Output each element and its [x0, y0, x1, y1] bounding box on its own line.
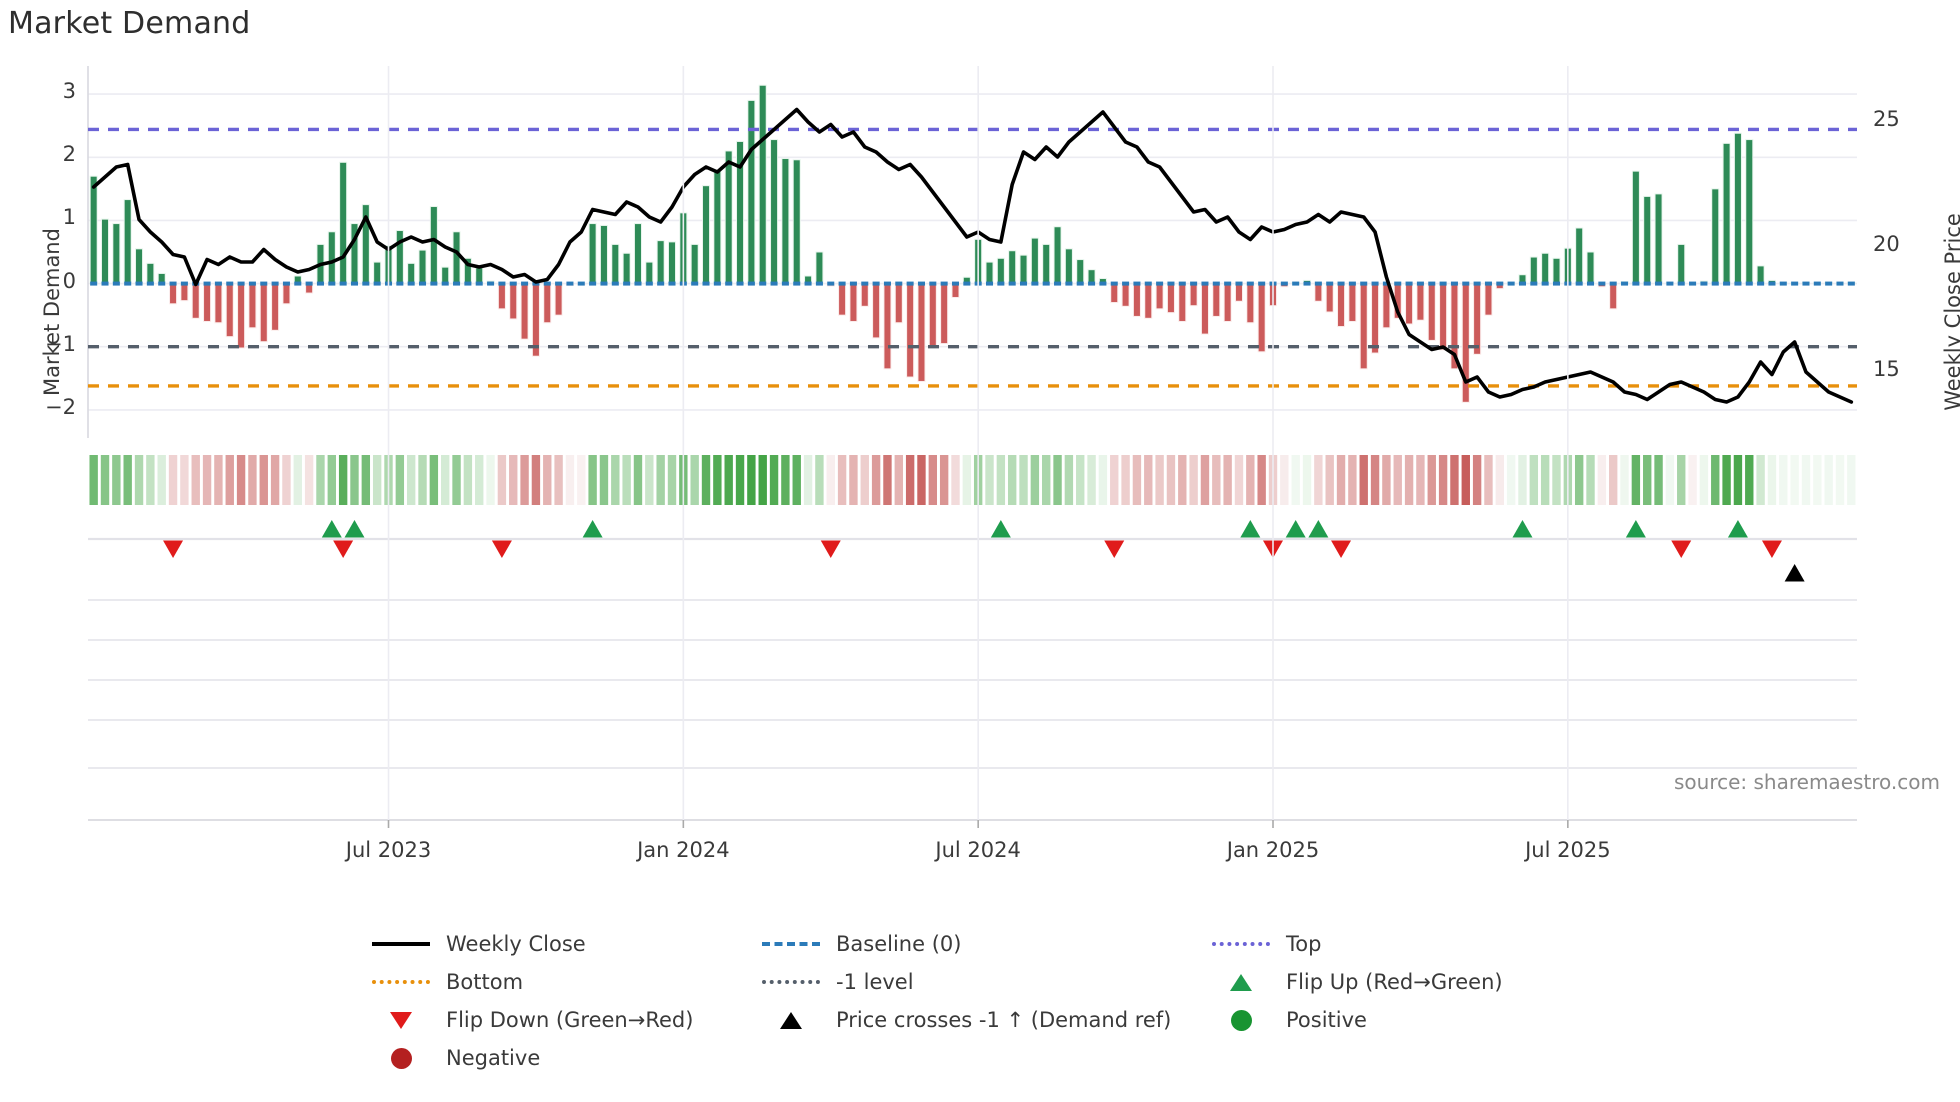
- legend-label: Top: [1286, 932, 1322, 956]
- legend-label: Flip Down (Green→Red): [446, 1008, 694, 1032]
- legend-item[interactable]: Weekly Close: [370, 932, 760, 956]
- legend-item[interactable]: Price crosses -1 ↑ (Demand ref): [760, 1008, 1210, 1032]
- x-axis-tick: Jul 2024: [935, 838, 1021, 862]
- legend-item[interactable]: Top: [1210, 932, 1600, 956]
- triangle-up-icon: [1210, 970, 1272, 994]
- legend-label: Positive: [1286, 1008, 1367, 1032]
- flip-up-marker: [1240, 520, 1261, 538]
- dashed-line-swatch-icon: [760, 932, 822, 956]
- legend-label: -1 level: [836, 970, 914, 994]
- y-axis-right-tick: 15: [1873, 357, 1900, 381]
- price-cross-marker: [1784, 564, 1805, 582]
- legend-item[interactable]: Flip Up (Red→Green): [1210, 970, 1600, 994]
- x-axis-tick: Jul 2025: [1525, 838, 1611, 862]
- circle-marker-icon: [370, 1046, 432, 1070]
- legend-label: Price crosses -1 ↑ (Demand ref): [836, 1008, 1172, 1032]
- legend-label: Bottom: [446, 970, 524, 994]
- legend-item[interactable]: Flip Down (Green→Red): [370, 1008, 760, 1032]
- legend-label: Baseline (0): [836, 932, 962, 956]
- y-axis-left-tick: 2: [62, 142, 76, 167]
- triangle-down-icon: [370, 1008, 432, 1032]
- legend-item[interactable]: Baseline (0): [760, 932, 1210, 956]
- flip-up-marker: [1512, 520, 1533, 538]
- y-axis-left-tick: 3: [62, 79, 76, 104]
- y-axis-right-tick: 25: [1873, 107, 1900, 131]
- y-axis-left-tick: 1: [62, 205, 76, 230]
- legend-item[interactable]: Positive: [1210, 1008, 1600, 1032]
- flip-down-marker: [333, 540, 354, 558]
- flip-up-marker: [344, 520, 365, 538]
- dotted-line-swatch-icon: [1210, 932, 1272, 956]
- flip-down-marker: [163, 540, 184, 558]
- legend-item[interactable]: Negative: [370, 1046, 760, 1070]
- y-axis-left-tick: −2: [45, 394, 76, 419]
- legend-label: Weekly Close: [446, 932, 586, 956]
- flip-down-marker: [1761, 540, 1782, 558]
- circle-marker-icon: [1210, 1008, 1272, 1032]
- legend-item[interactable]: -1 level: [760, 970, 1210, 994]
- flip-up-marker: [321, 520, 342, 538]
- flip-up-marker: [1727, 520, 1748, 538]
- triangle-up-icon: [760, 1008, 822, 1032]
- flip-down-marker: [491, 540, 512, 558]
- dotted-line-swatch-icon: [370, 970, 432, 994]
- y-axis-left-tick: 0: [62, 268, 76, 293]
- dotted-line-swatch-icon: [760, 970, 822, 994]
- legend-label: Negative: [446, 1046, 541, 1070]
- line-swatch-icon: [370, 932, 432, 956]
- flip-down-marker: [1331, 540, 1352, 558]
- source-annotation: source: sharemaestro.com: [1674, 770, 1940, 794]
- flip-down-marker: [1671, 540, 1692, 558]
- chart-legend: Weekly Close Baseline (0) Top Bottom -1 leve…: [370, 925, 1600, 1077]
- x-axis-tick: Jul 2023: [345, 838, 432, 862]
- flip-down-marker: [1104, 540, 1125, 558]
- flip-up-marker: [990, 520, 1011, 538]
- flip-up-marker: [1625, 520, 1646, 538]
- legend-label: Flip Up (Red→Green): [1286, 970, 1503, 994]
- flip-down-marker: [820, 540, 841, 558]
- page-title: Market Demand: [8, 6, 251, 41]
- flip-up-marker: [1285, 520, 1306, 538]
- flip-up-marker: [582, 520, 603, 538]
- x-axis-tick: Jan 2024: [637, 838, 730, 862]
- flip-up-marker: [1308, 520, 1329, 538]
- legend-item[interactable]: Bottom: [370, 970, 760, 994]
- y-axis-right-tick: 20: [1873, 232, 1900, 256]
- y-axis-left-tick: −1: [45, 331, 76, 356]
- x-axis-tick: Jan 2025: [1226, 838, 1320, 862]
